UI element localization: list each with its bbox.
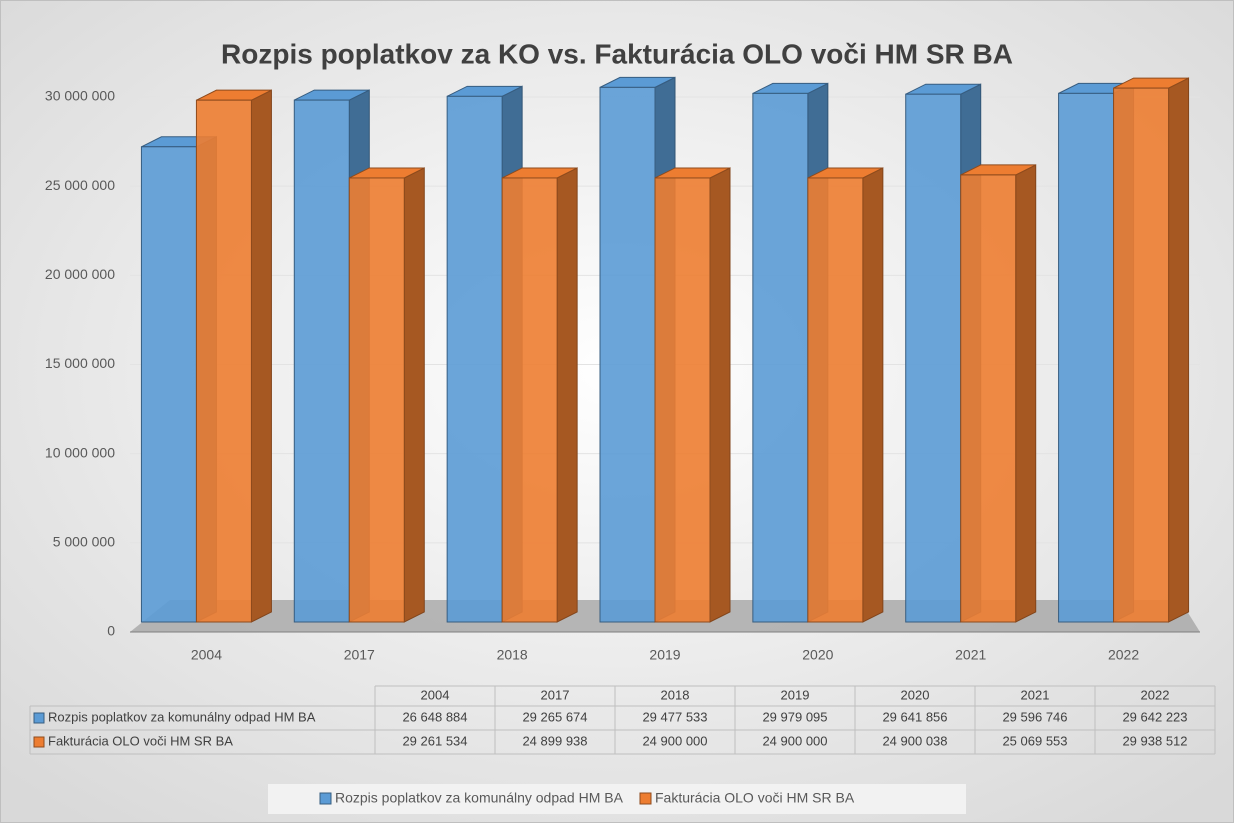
table-cell: 29 979 095 bbox=[762, 709, 827, 724]
table-cell: 24 900 000 bbox=[642, 733, 707, 748]
table-cell: 24 900 000 bbox=[762, 733, 827, 748]
x-tick-label: 2004 bbox=[191, 647, 222, 663]
y-tick-label: 15 000 000 bbox=[45, 355, 115, 371]
x-tick-label: 2022 bbox=[1108, 647, 1139, 663]
chart-title: Rozpis poplatkov za KO vs. Fakturácia OL… bbox=[221, 38, 1013, 69]
table-row-label: Rozpis poplatkov za komunálny odpad HM B… bbox=[48, 709, 316, 724]
bar bbox=[905, 93, 962, 623]
table-cell: 24 900 038 bbox=[882, 733, 947, 748]
table-header: 2004 bbox=[421, 687, 450, 702]
table-cell: 26 648 884 bbox=[402, 709, 467, 724]
bar bbox=[807, 177, 864, 623]
bar-side bbox=[709, 167, 731, 623]
y-tick-label: 20 000 000 bbox=[45, 266, 115, 282]
y-tick-label: 0 bbox=[107, 623, 115, 639]
x-tick-label: 2021 bbox=[955, 647, 986, 663]
table-header: 2020 bbox=[901, 687, 930, 702]
legend-label: Rozpis poplatkov za komunálny odpad HM B… bbox=[335, 790, 624, 806]
bar bbox=[501, 177, 558, 623]
table-cell: 29 641 856 bbox=[882, 709, 947, 724]
table-cell: 29 477 533 bbox=[642, 709, 707, 724]
bar bbox=[1058, 92, 1115, 623]
legend-key bbox=[639, 792, 652, 805]
bar-side bbox=[862, 167, 884, 623]
x-tick-label: 2019 bbox=[649, 647, 680, 663]
bar bbox=[195, 99, 252, 623]
legend-key bbox=[319, 792, 332, 805]
bar-side bbox=[250, 89, 272, 623]
table-legend-key bbox=[33, 712, 45, 724]
table-cell: 24 899 938 bbox=[522, 733, 587, 748]
bar bbox=[140, 146, 197, 623]
table-cell: 29 642 223 bbox=[1122, 709, 1187, 724]
table-legend-key bbox=[33, 736, 45, 748]
y-tick-label: 30 000 000 bbox=[45, 88, 115, 104]
bar bbox=[348, 177, 405, 623]
bar-side bbox=[556, 167, 578, 623]
legend-label: Fakturácia OLO voči HM SR BA bbox=[655, 790, 855, 806]
y-tick-label: 5 000 000 bbox=[53, 534, 115, 550]
table-cell: 29 261 534 bbox=[402, 733, 467, 748]
legend-box bbox=[268, 784, 966, 814]
bar-side bbox=[1168, 77, 1190, 623]
table-cell: 29 938 512 bbox=[1122, 733, 1187, 748]
y-tick-label: 10 000 000 bbox=[45, 444, 115, 460]
bar-side bbox=[403, 167, 425, 623]
x-tick-label: 2017 bbox=[344, 647, 375, 663]
table-header: 2019 bbox=[781, 687, 810, 702]
table-cell: 29 596 746 bbox=[1002, 709, 1067, 724]
table-header: 2017 bbox=[541, 687, 570, 702]
bar bbox=[752, 92, 809, 623]
y-tick-label: 25 000 000 bbox=[45, 177, 115, 193]
table-cell: 25 069 553 bbox=[1002, 733, 1067, 748]
table-cell: 29 265 674 bbox=[522, 709, 587, 724]
bar bbox=[293, 99, 350, 623]
bar bbox=[960, 174, 1017, 623]
x-tick-label: 2020 bbox=[802, 647, 833, 663]
bar bbox=[446, 95, 503, 623]
table-header: 2021 bbox=[1021, 687, 1050, 702]
table-header: 2018 bbox=[661, 687, 690, 702]
table-header: 2022 bbox=[1141, 687, 1170, 702]
bar bbox=[654, 177, 711, 623]
bar bbox=[599, 86, 656, 623]
bar bbox=[1113, 87, 1170, 623]
x-tick-label: 2018 bbox=[497, 647, 528, 663]
table-row-label: Fakturácia OLO voči HM SR BA bbox=[48, 733, 233, 748]
bar-side bbox=[1015, 164, 1037, 623]
